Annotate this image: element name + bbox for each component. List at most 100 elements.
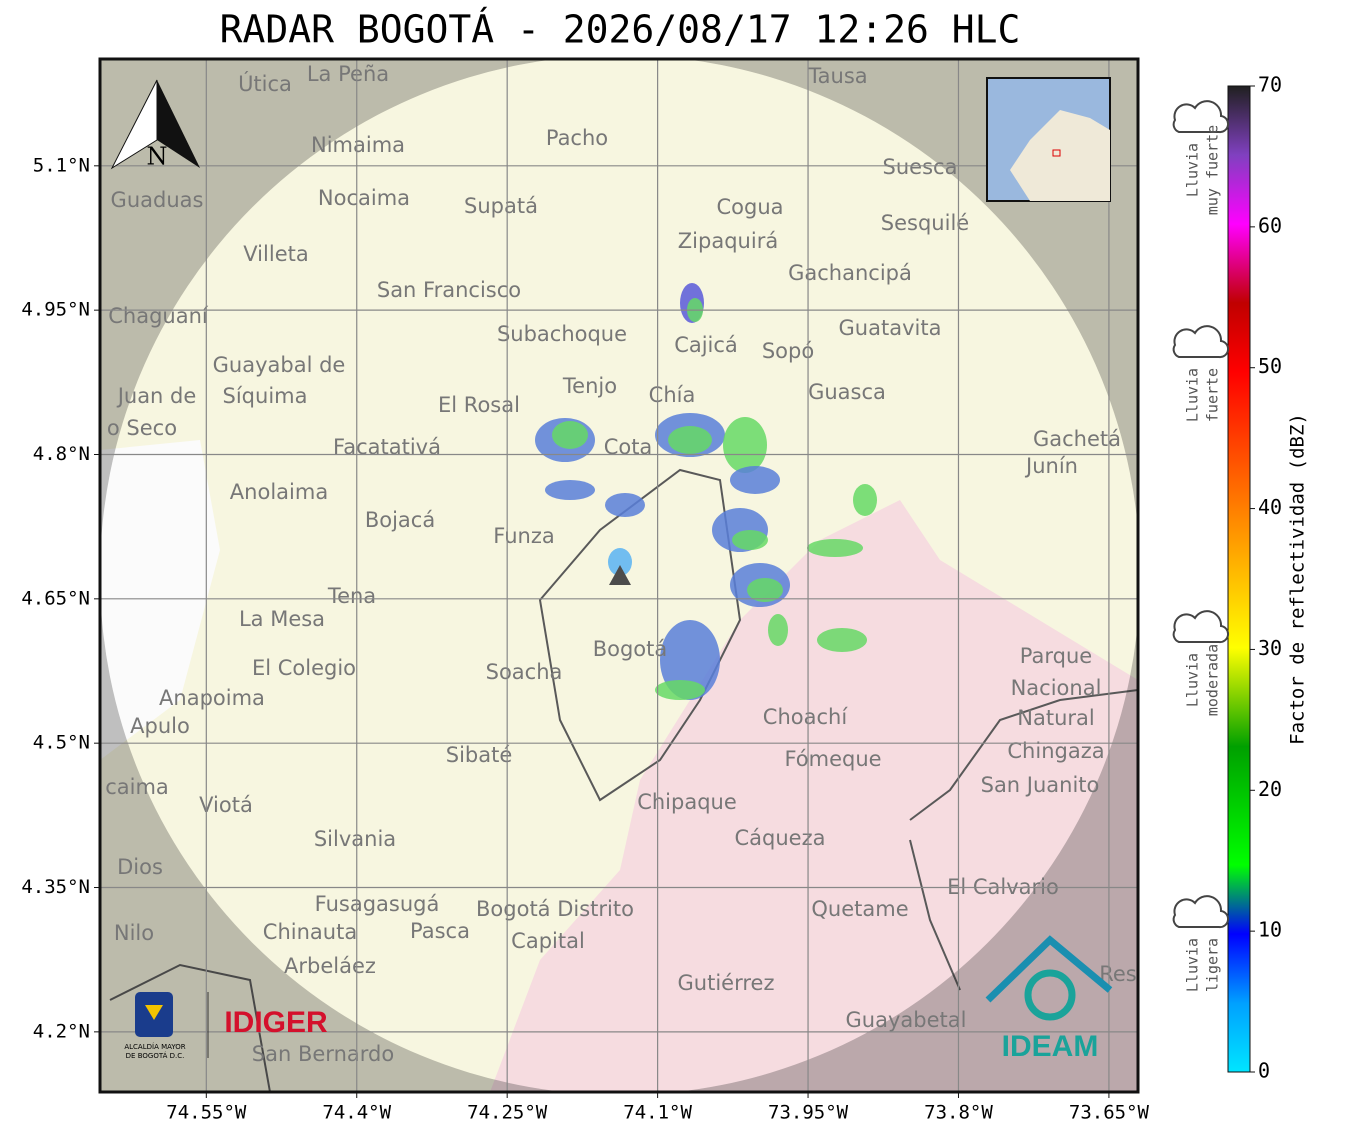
place-name: Suesca	[883, 155, 958, 179]
x-tick-label: 74.4°W	[322, 1102, 391, 1124]
place-name: Arbeláez	[284, 954, 376, 978]
map: La Peña Útica Tausa Pacho Nimaima Guaduas Noca…	[100, 59, 1138, 1092]
y-tick-label: 4.95°N	[21, 299, 90, 321]
place-name: Nilo	[114, 921, 154, 945]
place-name: Chía	[649, 383, 696, 407]
place-name: Gachancipá	[788, 261, 912, 285]
colorbar	[1227, 85, 1251, 1073]
place-name: Pacho	[546, 126, 608, 150]
place-names: La Peña Útica Tausa Pacho Nimaima Guaduas Noca…	[105, 62, 1137, 1066]
place-name: San Juanito	[981, 773, 1100, 797]
place-name: Chaguaní	[108, 304, 209, 328]
place-name: Anolaima	[230, 480, 328, 504]
place-name: La Peña	[307, 62, 389, 86]
legend-label: Lluvia	[1184, 938, 1202, 992]
place-name: Subachoque	[497, 322, 627, 346]
place-name: Nacional	[1011, 676, 1102, 700]
place-name: Guasca	[808, 380, 886, 404]
legend-label: Lluvia	[1184, 653, 1202, 707]
place-name: Útica	[238, 71, 292, 96]
legend-label: muy fuerte	[1204, 125, 1222, 215]
place-name: Tena	[327, 584, 376, 608]
radar-echoes	[535, 283, 877, 700]
region-west	[100, 440, 220, 760]
place-name: Viotá	[199, 793, 253, 817]
x-tick-label: 74.25°W	[467, 1102, 548, 1124]
place-name: Pasca	[410, 919, 470, 943]
y-tick-label: 4.35°N	[21, 876, 90, 898]
place-name: Chinauta	[263, 920, 357, 944]
graticule	[100, 59, 1138, 1092]
north-arrow: N	[110, 79, 200, 171]
place-name: Soacha	[486, 660, 563, 684]
place-name: Apulo	[130, 714, 190, 738]
weather-icon	[1172, 610, 1230, 644]
colorbar-tick-label: 70	[1258, 73, 1282, 97]
y-tick-label: 4.2°N	[33, 1020, 90, 1042]
place-name: Fómeque	[784, 747, 881, 771]
colorbar-tick-label: 40	[1258, 495, 1282, 519]
legend-label: ligera	[1204, 938, 1222, 992]
place-name: Sopó	[762, 339, 814, 363]
y-tick-label: 5.1°N	[33, 154, 90, 176]
place-name: caima	[105, 775, 169, 799]
place-name: Funza	[493, 524, 554, 548]
place-name: Guayabetal	[846, 1008, 967, 1032]
place-name: Chipaque	[637, 790, 737, 814]
y-tick-label: 4.65°N	[21, 587, 90, 609]
place-name: Capital	[511, 929, 585, 953]
place-name: Sibaté	[446, 743, 513, 767]
y-tick-label: 4.8°N	[33, 443, 90, 465]
place-name: Bogotá Distrito	[476, 897, 634, 921]
place-name: Supatá	[464, 194, 538, 218]
inset-map	[986, 77, 1111, 202]
place-name: Bogotá	[593, 637, 668, 661]
y-tick-label: 4.5°N	[33, 732, 90, 754]
legend-label: fuerte	[1204, 368, 1222, 422]
map-frame	[98, 57, 1140, 1094]
legend-label: Lluvia	[1184, 368, 1202, 422]
place-name: Gutiérrez	[678, 971, 775, 995]
legend-label: Lluvia	[1184, 143, 1202, 197]
place-name: Junín	[1024, 454, 1078, 478]
place-name: Anapoima	[159, 686, 265, 710]
ideam-logo: IDEAM	[985, 935, 1113, 1063]
colorbar-tick-label: 20	[1258, 777, 1282, 801]
place-name: La Mesa	[239, 607, 325, 631]
place-name: Bojacá	[365, 508, 435, 532]
place-name: Natural	[1017, 706, 1094, 730]
place-name: Síquima	[223, 384, 308, 408]
x-tick-label: 74.1°W	[623, 1102, 692, 1124]
colorbar-tick-label: 60	[1258, 213, 1282, 237]
colorbar-tick-label: 30	[1258, 636, 1282, 660]
place-name: El Colegio	[252, 656, 356, 680]
place-name: Cajicá	[674, 333, 738, 357]
place-name: Zipaquirá	[678, 229, 778, 253]
colorbar-tick-label: 50	[1258, 354, 1282, 378]
place-name: Tausa	[807, 64, 867, 88]
place-name: Cáqueza	[735, 826, 826, 850]
range-circle	[100, 59, 1138, 1092]
colorbar-tick-label: 10	[1258, 918, 1282, 942]
ideam-text: IDEAM	[1002, 1030, 1099, 1063]
place-name: Gachetá	[1033, 427, 1121, 451]
north-label: N	[147, 143, 168, 171]
place-name: Cota	[604, 435, 653, 459]
weather-icon	[1172, 100, 1230, 134]
alcaldia-text: ALCALDÍA MAYOR	[124, 1042, 185, 1051]
place-name: El Rosal	[438, 393, 520, 417]
x-tick-label: 73.8°W	[924, 1102, 993, 1124]
place-name: Tenjo	[562, 374, 617, 398]
place-name: Facatativá	[333, 435, 441, 459]
place-name: Sesquilé	[881, 211, 969, 235]
place-name: San Bernardo	[252, 1042, 394, 1066]
alcaldia-text: DE BOGOTÁ D.C.	[126, 1051, 185, 1060]
legend-label: moderada	[1204, 644, 1222, 716]
colorbar-tick-label: 0	[1258, 1059, 1270, 1083]
place-name: Quetame	[811, 897, 908, 921]
place-name: Nimaima	[311, 133, 405, 157]
place-name: San Francisco	[377, 278, 521, 302]
boundaries	[109, 689, 1138, 1092]
